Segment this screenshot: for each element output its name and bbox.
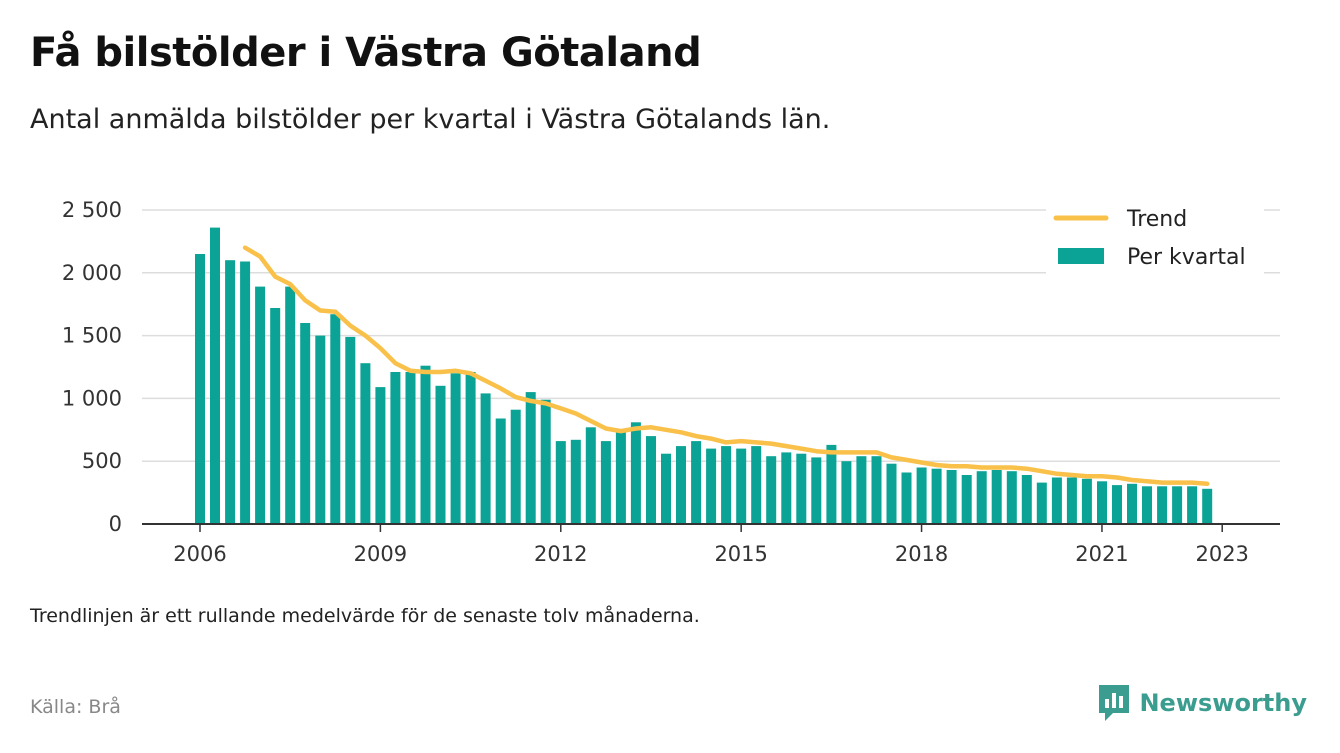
bar-per-kvartal: [1127, 483, 1137, 524]
bar-per-kvartal: [210, 227, 220, 524]
bar-per-kvartal: [946, 470, 957, 524]
bar-per-kvartal: [570, 439, 581, 524]
bar-per-kvartal: [315, 335, 326, 524]
bar-series-per-kvartal: [195, 227, 1213, 524]
trend-line: [242, 245, 1210, 487]
bar-per-kvartal: [375, 387, 386, 524]
newsworthy-logo-icon: [1099, 685, 1130, 721]
x-tick-label-2021: 2021: [1075, 542, 1128, 566]
bar-per-kvartal: [1112, 485, 1122, 524]
bar-per-kvartal: [285, 286, 296, 524]
bar-per-kvartal: [615, 429, 626, 524]
bar-per-kvartal: [1021, 475, 1032, 524]
bar-per-kvartal: [630, 422, 641, 524]
bar-per-kvartal: [691, 441, 702, 524]
bar-per-kvartal: [465, 372, 476, 524]
chart-title: Få bilstölder i Västra Götaland: [30, 30, 702, 76]
bar-per-kvartal: [420, 365, 431, 524]
bar-per-kvartal: [1172, 486, 1183, 524]
y-tick-label-1500: 1 500: [62, 324, 122, 348]
bar-per-kvartal: [270, 308, 281, 524]
bar-per-kvartal: [886, 463, 897, 524]
bar-per-kvartal: [1142, 486, 1152, 524]
bar-per-kvartal: [901, 472, 912, 524]
y-tick-label-1000: 1 000: [62, 386, 122, 410]
bar-per-kvartal: [255, 286, 266, 524]
x-tick-label-2012: 2012: [534, 542, 587, 566]
bar-per-kvartal: [961, 475, 972, 524]
axes: 0 500 1 000 1 500 2 000 2 500 2006 2009 2012 2015…: [62, 198, 1280, 566]
source-label: Källa: Brå: [30, 696, 121, 718]
bar-per-kvartal: [796, 453, 807, 524]
x-tick-label-2015: 2015: [714, 542, 767, 566]
bar-per-kvartal: [826, 444, 837, 524]
bar-per-kvartal: [1036, 482, 1047, 524]
chart-area: 0 500 1 000 1 500 2 000 2 500 2006 2009 2012 2015…: [62, 198, 1280, 566]
bar-per-kvartal: [781, 452, 792, 524]
legend: Trend Per kvartal: [1046, 198, 1264, 284]
bar-per-kvartal: [1097, 481, 1107, 524]
bar-per-kvartal: [931, 468, 942, 524]
bar-per-kvartal: [195, 254, 205, 524]
legend-bar-swatch: [1058, 248, 1104, 264]
bar-per-kvartal: [540, 399, 551, 524]
bar-per-kvartal: [450, 373, 461, 524]
brand-logo: Newsworthy: [1097, 683, 1307, 723]
bar-per-kvartal: [721, 446, 732, 524]
bar-per-kvartal: [1051, 477, 1062, 524]
bar-per-kvartal: [510, 409, 521, 524]
bar-per-kvartal: [300, 323, 311, 524]
legend-label-per-kvartal: Per kvartal: [1127, 245, 1246, 270]
legend-label-trend: Trend: [1126, 207, 1187, 232]
bar-per-kvartal: [330, 314, 341, 524]
bar-per-kvartal: [345, 336, 356, 524]
y-tick-label-2000: 2 000: [62, 261, 122, 285]
bar-per-kvartal: [916, 467, 927, 524]
bar-per-kvartal: [1202, 488, 1213, 524]
bar-per-kvartal: [495, 418, 506, 524]
x-tick-label-2006: 2006: [173, 542, 226, 566]
x-tick-label-2023: 2023: [1195, 542, 1248, 566]
bar-per-kvartal: [751, 446, 762, 524]
bar-per-kvartal: [1081, 478, 1092, 524]
x-tick-label-2009: 2009: [354, 542, 407, 566]
y-tick-label-500: 500: [82, 449, 122, 473]
bar-per-kvartal: [991, 470, 1002, 524]
bar-per-kvartal: [585, 427, 596, 524]
bar-per-kvartal: [1157, 486, 1168, 524]
bar-per-kvartal: [871, 456, 882, 524]
bar-per-kvartal: [1187, 486, 1198, 524]
bar-per-kvartal: [480, 393, 491, 524]
bar-per-kvartal: [525, 392, 536, 524]
bar-per-kvartal: [405, 372, 416, 524]
bar-per-kvartal: [646, 436, 656, 524]
bar-per-kvartal: [676, 446, 686, 524]
legend-background: [1046, 198, 1264, 284]
bar-per-kvartal: [225, 260, 236, 524]
bar-per-kvartal: [1006, 471, 1017, 524]
bar-per-kvartal: [360, 363, 371, 524]
bar-per-kvartal: [1066, 477, 1077, 524]
y-tick-label-2500: 2 500: [62, 198, 122, 222]
bar-per-kvartal: [841, 461, 852, 524]
bar-per-kvartal: [706, 448, 717, 524]
chart-subtitle: Antal anmälda bilstölder per kvartal i V…: [30, 104, 831, 135]
bar-per-kvartal: [390, 372, 401, 524]
bar-per-kvartal: [555, 441, 566, 524]
line-series-trend: [242, 245, 1210, 487]
y-tick-label-0: 0: [109, 512, 122, 536]
bar-per-kvartal: [976, 471, 987, 524]
bar-per-kvartal: [856, 456, 867, 524]
bar-per-kvartal: [811, 457, 822, 524]
x-tick-label-2018: 2018: [895, 542, 948, 566]
bar-per-kvartal: [661, 453, 671, 524]
bar-per-kvartal: [240, 261, 251, 524]
bar-per-kvartal: [736, 448, 747, 524]
bar-per-kvartal: [766, 456, 777, 524]
chart-footnote: Trendlinjen är ett rullande medelvärde f…: [30, 605, 700, 627]
bar-per-kvartal: [435, 385, 446, 524]
brand-name: Newsworthy: [1139, 689, 1307, 717]
bar-per-kvartal: [600, 441, 611, 524]
